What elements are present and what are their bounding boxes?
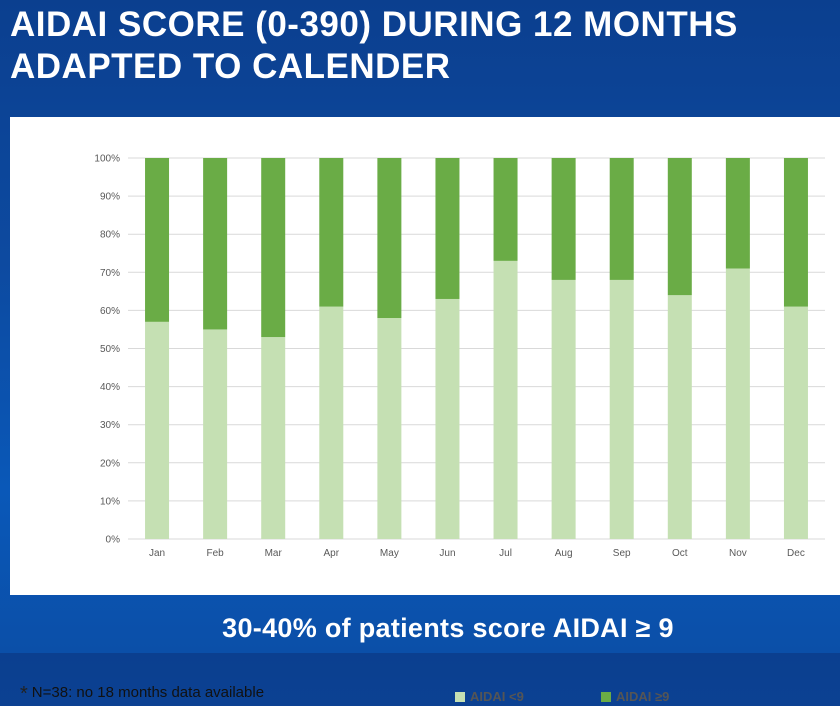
bar-aidai-high [319, 158, 344, 307]
footnote: * N=38: no 18 months data available [20, 683, 264, 706]
legend-swatch-low [455, 692, 465, 702]
bar-aidai-low [145, 321, 170, 539]
x-tick-label: Oct [672, 548, 688, 559]
y-tick-label: 10% [100, 496, 120, 507]
bar-aidai-low [783, 306, 808, 539]
footnote-text: N=38: no 18 months data available [31, 684, 265, 701]
bar-aidai-low [667, 295, 692, 539]
slide-title-line-2: ADAPTED TO CALENDER [10, 47, 451, 86]
footnote-asterisk: * [20, 683, 28, 705]
bar-aidai-low [435, 298, 460, 539]
legend-label-high: AIDAI ≥9 [616, 689, 670, 704]
bar-aidai-high [725, 158, 750, 269]
bar-aidai-low [377, 318, 402, 539]
bar-aidai-low [609, 279, 634, 539]
x-tick-label: Feb [207, 548, 225, 559]
legend-label-low: AIDAI <9 [470, 689, 524, 704]
bar-aidai-low [203, 329, 228, 539]
x-tick-label: Mar [265, 548, 283, 559]
bar-aidai-high [435, 158, 460, 299]
chart-panel: 0% 10% 20% 30% 40% 50% 60% 70% 80% 90% 100% Jan Feb M… [10, 117, 840, 705]
x-tick-label: May [380, 548, 399, 559]
bar-aidai-high [667, 158, 692, 296]
bar-aidai-high [377, 158, 402, 319]
bar-aidai-high [261, 158, 286, 338]
y-tick-label: 40% [100, 382, 120, 393]
stacked-bar-chart: 0% 10% 20% 30% 40% 50% 60% 70% 80% 90% 100% Jan Feb M… [94, 154, 825, 559]
bar-aidai-high [609, 158, 634, 280]
slide-title-line-1: AIDAI SCORE (0-390) DURING 12 MONTHS [10, 5, 738, 44]
x-tick-label: Dec [787, 548, 805, 559]
bar-aidai-high [783, 158, 808, 307]
x-tick-label: Apr [324, 548, 340, 559]
bar-aidai-low [261, 337, 286, 539]
y-tick-label: 90% [100, 192, 120, 203]
bar-aidai-high [145, 158, 170, 322]
x-tick-label: Aug [555, 548, 573, 559]
bar-aidai-low [493, 260, 518, 539]
bar-aidai-high [551, 158, 576, 280]
x-tick-label: Jun [439, 548, 455, 559]
y-tick-label: 100% [94, 154, 120, 165]
x-tick-label: Nov [729, 548, 747, 559]
bar-aidai-low [725, 268, 750, 539]
y-tick-label: 50% [100, 344, 120, 355]
bar-aidai-low [319, 306, 344, 539]
y-tick-label: 20% [100, 458, 120, 469]
y-tick-label: 0% [106, 535, 121, 546]
y-tick-label: 60% [100, 306, 120, 317]
conclusion-text: 30-40% of patients score AIDAI ≥ 9 [222, 613, 674, 643]
x-tick-label: Sep [613, 548, 631, 559]
slide-title: AIDAI SCORE (0-390) DURING 12 MONTHS ADA… [10, 4, 830, 88]
y-tick-label: 30% [100, 420, 120, 431]
legend-swatch-high [601, 692, 611, 702]
bar-aidai-low [551, 279, 576, 539]
legend-item-low: AIDAI <9 [455, 689, 524, 704]
y-tick-label: 70% [100, 268, 120, 279]
x-tick-label: Jul [499, 548, 512, 559]
bar-aidai-high [203, 158, 228, 330]
y-tick-label: 80% [100, 230, 120, 241]
x-tick-label: Jan [149, 548, 165, 559]
bar-aidai-high [493, 158, 518, 261]
legend-item-high: AIDAI ≥9 [601, 689, 669, 704]
